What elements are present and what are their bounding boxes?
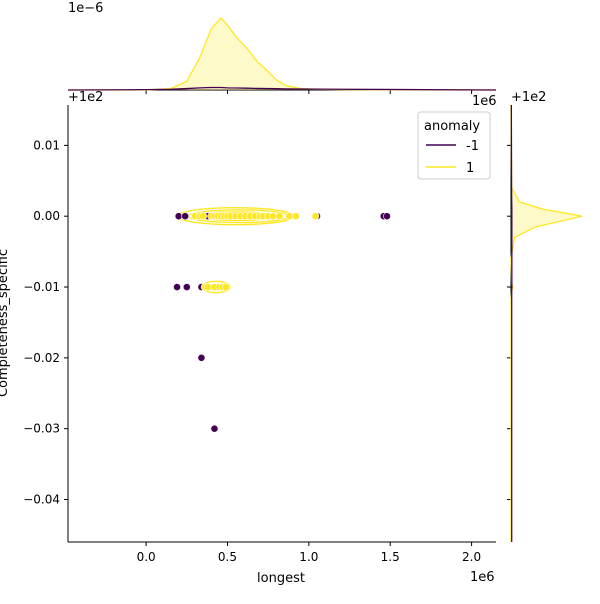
- x-axis-label: longest: [257, 571, 305, 586]
- right-marginal-curve-yellow: [511, 105, 582, 542]
- x-tick-label: 0.0: [137, 550, 156, 564]
- scatter-point-anomaly-neg1: [175, 213, 182, 220]
- scatter-point-anomaly-1: [312, 213, 319, 220]
- x-tick-label: 1.0: [299, 550, 318, 564]
- x-scale-label: 1e6: [470, 570, 495, 585]
- top-marginal-top-right-label: 1e6: [472, 94, 497, 109]
- x-tick-label: 2.0: [462, 550, 481, 564]
- top-marginal-fill-yellow: [68, 18, 496, 90]
- legend-title: anomaly: [424, 119, 480, 134]
- y-tick-label: 0.01: [33, 138, 60, 152]
- legend: anomaly -1 1: [418, 112, 490, 179]
- right-marginal-offset-label: +1e2: [511, 90, 546, 105]
- scatter-point-anomaly-1: [286, 213, 293, 220]
- scatter-point-anomaly-neg1: [183, 283, 190, 290]
- y-tick-label: −0.01: [23, 280, 60, 294]
- scatter-point-anomaly-neg1: [173, 283, 180, 290]
- x-tick-label: 1.5: [381, 550, 400, 564]
- right-marginal-fill-yellow: [511, 105, 582, 542]
- y-tick-label: −0.03: [23, 422, 60, 436]
- scatter-point-anomaly-1: [292, 213, 299, 220]
- top-marginal-density: [68, 18, 496, 94]
- scatter-point-anomaly-neg1: [383, 213, 390, 220]
- scatter-point-anomaly-1: [222, 283, 229, 290]
- y-tick-label: −0.04: [23, 493, 60, 507]
- top-marginal-scale-label: 1e−6: [68, 1, 103, 16]
- right-marginal-density: [507, 105, 582, 542]
- y-tick-label: −0.02: [23, 351, 60, 365]
- y-axis-label: Completeness_specific: [0, 249, 11, 397]
- x-tick-label: 0.5: [218, 550, 237, 564]
- scatter-point-anomaly-1: [269, 213, 276, 220]
- scatter-point-anomaly-1: [276, 213, 283, 220]
- top-marginal-offset-label: +1e2: [68, 90, 103, 105]
- scatter-point-anomaly-1: [204, 283, 211, 290]
- scatter-point-anomaly-neg1: [211, 425, 218, 432]
- scatter-point-anomaly-1: [199, 213, 206, 220]
- top-marginal-curve-yellow: [68, 18, 496, 90]
- scatter-point-anomaly-neg1: [198, 354, 205, 361]
- scatter-point-anomaly-neg1: [182, 213, 189, 220]
- y-tick-label: 0.00: [33, 209, 60, 223]
- legend-label-yellow: 1: [466, 161, 474, 176]
- legend-label-purple: -1: [466, 139, 479, 154]
